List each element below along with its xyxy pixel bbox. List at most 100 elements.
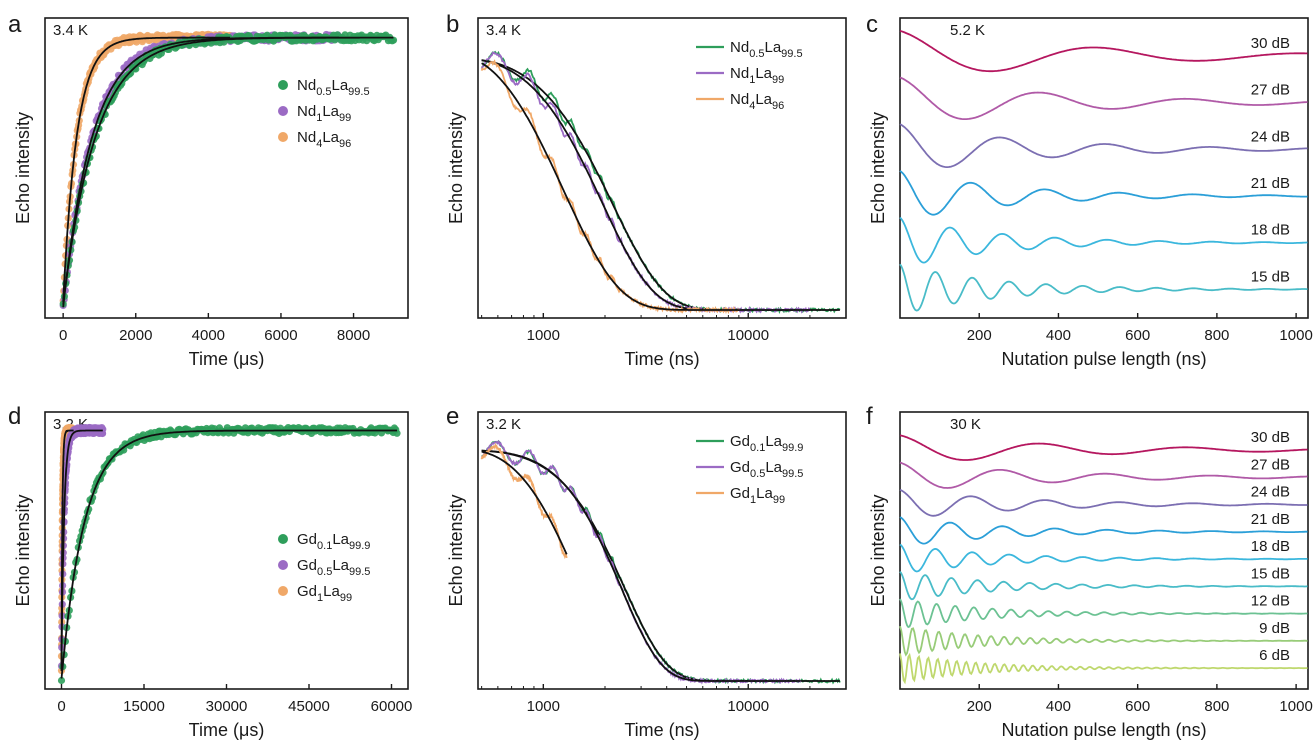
x-tick-label: 1000 bbox=[527, 698, 560, 715]
plot-frame bbox=[44, 17, 409, 319]
x-tick-label: 60000 bbox=[371, 698, 413, 715]
y-axis-label: Echo intensity bbox=[13, 112, 33, 224]
x-tick-label: 8000 bbox=[337, 327, 370, 344]
fit-line bbox=[62, 36, 231, 302]
x-axis-label: Nutation pulse length (ns) bbox=[1001, 349, 1206, 369]
x-tick-label: 1000 bbox=[1279, 327, 1312, 344]
nutation-trace bbox=[899, 29, 1308, 73]
trace-label: 15 dB bbox=[1251, 565, 1290, 582]
legend-label: Gd0.1La99.9 bbox=[730, 433, 803, 454]
nutation-trace bbox=[899, 434, 1308, 461]
trace-label: 24 dB bbox=[1251, 128, 1290, 145]
y-axis-label: Echo intensity bbox=[868, 112, 888, 224]
x-axis-label: Nutation pulse length (ns) bbox=[1001, 720, 1206, 740]
x-tick-label: 200 bbox=[967, 327, 992, 344]
legend-marker bbox=[278, 560, 288, 570]
legend-marker bbox=[278, 534, 288, 544]
series-nd05 bbox=[59, 31, 398, 308]
y-axis-label: Echo intensity bbox=[446, 112, 466, 224]
x-tick-label: 10000 bbox=[727, 327, 769, 344]
fit-line bbox=[481, 450, 568, 555]
trace-label: 18 dB bbox=[1251, 222, 1290, 239]
legend-marker bbox=[278, 132, 288, 142]
trace-label: 21 dB bbox=[1251, 175, 1290, 192]
nutation-trace bbox=[899, 123, 1308, 168]
trace-label: 24 dB bbox=[1251, 484, 1290, 501]
nutation-trace bbox=[899, 625, 1308, 657]
legend-label: Gd0.1La99.9 bbox=[297, 531, 370, 552]
plot-frame bbox=[899, 411, 1309, 690]
panel-letter: d bbox=[8, 403, 21, 430]
nutation-trace bbox=[899, 571, 1308, 601]
fit-line bbox=[481, 59, 840, 311]
panel-letter: c bbox=[866, 11, 878, 38]
x-tick-label: 800 bbox=[1204, 698, 1229, 715]
plot-frame bbox=[477, 411, 847, 690]
data-point bbox=[99, 425, 107, 433]
x-tick-label: 45000 bbox=[288, 698, 330, 715]
legend-label: Nd0.5La99.5 bbox=[730, 39, 803, 60]
x-tick-label: 200 bbox=[967, 698, 992, 715]
x-tick-label: 0 bbox=[59, 327, 67, 344]
panel-b: b 1000 10000 Time (ns) Echo intensity 3.4 K Nd… bbox=[446, 11, 847, 369]
legend-label: Gd0.5La99.5 bbox=[730, 459, 803, 480]
panel-f: f 200 400 600 800 1000 Nutation pulse length (… bbox=[866, 403, 1313, 740]
legend-label: Nd4La96 bbox=[297, 129, 351, 150]
nutation-trace bbox=[899, 598, 1308, 629]
nutation-trace bbox=[899, 516, 1308, 545]
fit-line bbox=[481, 59, 810, 311]
x-tick-label: 0 bbox=[57, 698, 65, 715]
panel-letter: e bbox=[446, 403, 459, 430]
legend-marker bbox=[278, 80, 288, 90]
y-axis-label: Echo intensity bbox=[868, 494, 888, 606]
nutation-trace bbox=[899, 170, 1308, 216]
trace-label: 27 dB bbox=[1251, 456, 1290, 473]
x-tick-label: 800 bbox=[1204, 327, 1229, 344]
legend-marker bbox=[278, 106, 288, 116]
x-tick-label: 400 bbox=[1046, 698, 1071, 715]
fit-line bbox=[481, 449, 801, 682]
fit-line bbox=[481, 449, 840, 682]
temperature-annotation: 3.4 K bbox=[486, 22, 521, 39]
legend-label: Nd1La99 bbox=[297, 103, 351, 124]
x-tick-label: 30000 bbox=[206, 698, 248, 715]
trace-label: 9 dB bbox=[1259, 620, 1290, 637]
temperature-annotation: 30 K bbox=[950, 416, 981, 433]
legend-label: Nd0.5La99.5 bbox=[297, 77, 370, 98]
legend-label: Gd1La99 bbox=[730, 485, 785, 506]
panel-c: c 200 400 600 800 1000 Nutation pulse length (… bbox=[866, 11, 1313, 369]
x-axis-label: Time (μs) bbox=[189, 349, 265, 369]
nutation-trace bbox=[899, 216, 1308, 264]
legend-label: Nd1La99 bbox=[730, 65, 784, 86]
series-line bbox=[480, 442, 568, 560]
x-tick-label: 15000 bbox=[123, 698, 165, 715]
x-tick-label: 2000 bbox=[119, 327, 152, 344]
legend-label: Nd4La96 bbox=[730, 91, 784, 112]
x-tick-label: 1000 bbox=[1279, 698, 1312, 715]
x-tick-label: 1000 bbox=[527, 327, 560, 344]
panel-letter: f bbox=[866, 403, 873, 430]
fit-line bbox=[60, 429, 103, 664]
x-tick-label: 400 bbox=[1046, 327, 1071, 344]
nutation-trace bbox=[899, 652, 1308, 685]
plot-frame bbox=[477, 17, 847, 319]
temperature-annotation: 5.2 K bbox=[950, 22, 985, 39]
y-axis-label: Echo intensity bbox=[13, 494, 33, 606]
x-tick-label: 6000 bbox=[264, 327, 297, 344]
nutation-trace bbox=[899, 461, 1308, 489]
panel-letter: b bbox=[446, 11, 459, 38]
legend-marker bbox=[278, 586, 288, 596]
trace-label: 15 dB bbox=[1251, 268, 1290, 285]
x-tick-label: 4000 bbox=[192, 327, 225, 344]
nutation-trace bbox=[899, 543, 1308, 573]
panel-a: a 0 2000 4000 6000 8000 Time (μs) Echo intensit… bbox=[8, 11, 409, 369]
fit-line bbox=[62, 36, 339, 308]
trace-label: 30 dB bbox=[1251, 429, 1290, 446]
legend-label: Gd0.5La99.5 bbox=[297, 557, 370, 578]
temperature-annotation: 3.4 K bbox=[53, 22, 88, 39]
trace-label: 6 dB bbox=[1259, 647, 1290, 664]
fit-line bbox=[60, 429, 397, 679]
trace-label: 21 dB bbox=[1251, 511, 1290, 528]
x-tick-label: 600 bbox=[1125, 698, 1150, 715]
